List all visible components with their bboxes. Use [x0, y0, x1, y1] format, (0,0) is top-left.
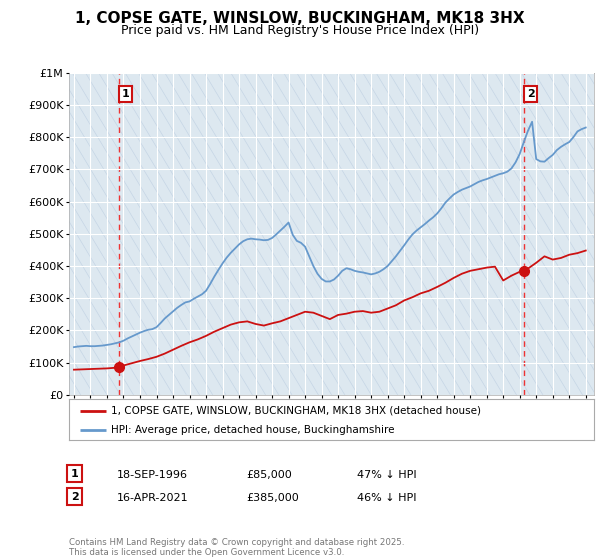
Text: 1, COPSE GATE, WINSLOW, BUCKINGHAM, MK18 3HX (detached house): 1, COPSE GATE, WINSLOW, BUCKINGHAM, MK18… [111, 405, 481, 416]
Text: Contains HM Land Registry data © Crown copyright and database right 2025.
This d: Contains HM Land Registry data © Crown c… [69, 538, 404, 557]
Text: HPI: Average price, detached house, Buckinghamshire: HPI: Average price, detached house, Buck… [111, 424, 395, 435]
Text: 18-SEP-1996: 18-SEP-1996 [117, 470, 188, 480]
Text: 2: 2 [71, 492, 79, 502]
Text: 16-APR-2021: 16-APR-2021 [117, 493, 188, 503]
Text: Price paid vs. HM Land Registry's House Price Index (HPI): Price paid vs. HM Land Registry's House … [121, 24, 479, 37]
Text: 47% ↓ HPI: 47% ↓ HPI [357, 470, 416, 480]
Text: £385,000: £385,000 [246, 493, 299, 503]
Text: 46% ↓ HPI: 46% ↓ HPI [357, 493, 416, 503]
Text: 1, COPSE GATE, WINSLOW, BUCKINGHAM, MK18 3HX: 1, COPSE GATE, WINSLOW, BUCKINGHAM, MK18… [75, 11, 525, 26]
Text: 2: 2 [527, 88, 535, 99]
Text: 1: 1 [121, 88, 129, 99]
Text: £85,000: £85,000 [246, 470, 292, 480]
Text: 1: 1 [71, 469, 79, 479]
